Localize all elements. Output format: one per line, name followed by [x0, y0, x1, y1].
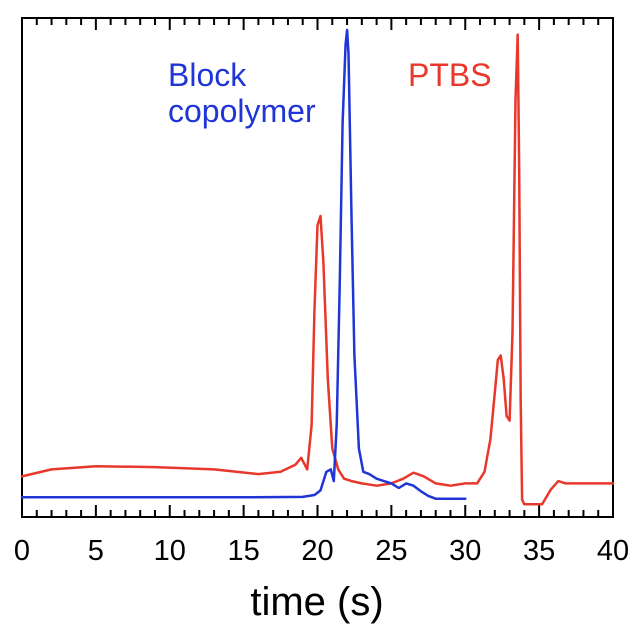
x-tick-label: 30: [449, 535, 481, 567]
x-tick-label: 25: [375, 535, 407, 567]
x-tick-label: 10: [154, 535, 186, 567]
series-labels: PTBS Block copolymer: [168, 57, 492, 129]
series-line-ptbs: [20, 33, 615, 506]
series-label-line: PTBS: [408, 57, 492, 93]
x-tick-label: 40: [597, 535, 629, 567]
x-axis-title: time (s): [250, 580, 383, 624]
x-tick-label: 0: [14, 535, 30, 567]
series-label-ptbs: PTBS: [408, 57, 492, 93]
x-tick-labels: 0 5 10 15 20 25 30 35 40: [14, 535, 629, 567]
series-label-block-copolymer: Block copolymer: [168, 57, 316, 129]
axis-ticks: [21, 18, 614, 517]
series-label-line: copolymer: [168, 93, 316, 129]
plot-frame: [21, 17, 614, 518]
x-tick-label: 20: [301, 535, 333, 567]
x-tick-label: 5: [88, 535, 104, 567]
series-layer: [20, 28, 615, 506]
x-tick-label: 35: [523, 535, 555, 567]
series-label-line: Block: [168, 57, 247, 93]
x-tick-label: 15: [227, 535, 259, 567]
series-line-block-copolymer: [20, 28, 467, 500]
